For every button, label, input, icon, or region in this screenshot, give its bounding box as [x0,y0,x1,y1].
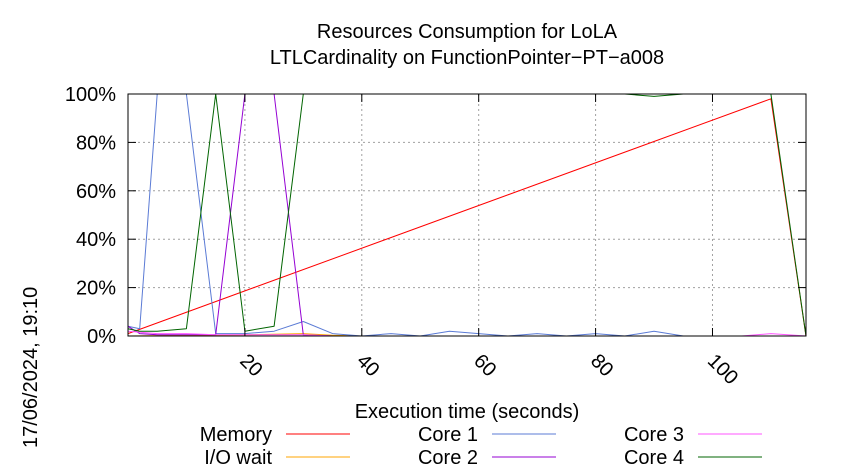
series-line-core-4 [127,93,807,337]
legend-label-core-4: Core 4 [624,447,684,469]
x-tick-label: 100 [703,350,742,389]
series-line-core-3 [127,330,807,337]
chart-title: Resources Consumption for LoLA [317,21,618,43]
series-line-core-1 [127,93,806,337]
x-tick-label: 20 [235,350,266,381]
timestamp: 17/06/2024, 19:10 [20,287,42,448]
legend-label-core-2: Core 2 [418,447,478,469]
series-lines [127,93,807,337]
legend-label-core-1: Core 1 [418,424,478,446]
y-tick-label: 100% [65,84,116,106]
y-tick-label: 0% [87,326,116,348]
axis-ticks: 0% 20% 40% 60% 80% 100% 20 40 60 80 100 [65,84,806,389]
y-tick-label: 80% [76,132,116,154]
y-tick-label: 40% [76,229,116,251]
x-tick-label: 40 [352,350,383,381]
x-axis-label: Execution time (seconds) [355,401,580,423]
y-tick-label: 60% [76,181,116,203]
legend-label-core-3: Core 3 [624,424,684,446]
legend-label-i-o-wait: I/O wait [204,447,272,469]
series-line-core-2 [127,93,806,337]
y-tick-label: 20% [76,278,116,300]
plot-frame [127,93,807,337]
grid-lines [128,93,806,336]
x-tick-label: 60 [469,350,500,381]
x-tick-label: 80 [586,350,617,381]
chart-subtitle: LTLCardinality on FunctionPointer−PT−a00… [270,47,664,69]
legend-label-memory: Memory [200,424,272,446]
